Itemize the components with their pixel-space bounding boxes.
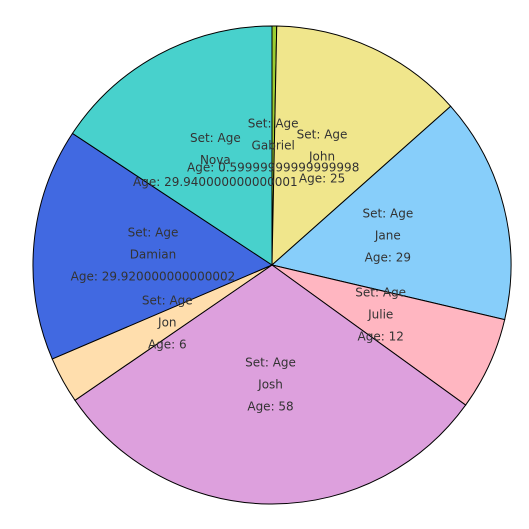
slice-label-damian-line-2: Damian bbox=[130, 247, 177, 261]
slice-label-john-line-1: Set: Age bbox=[297, 127, 348, 141]
slice-label-damian-line-1: Set: Age bbox=[128, 225, 179, 239]
pie-slice-john bbox=[271, 25, 452, 267]
slice-label-jane-line-2: Jane bbox=[374, 229, 401, 243]
slice-label-nova-line-1: Set: Age bbox=[190, 131, 241, 145]
slice-label-julie-line-1: Set: Age bbox=[355, 286, 406, 300]
slice-label-jon-line-1: Set: Age bbox=[142, 294, 193, 308]
slice-label-damian-line-3: Age: 29.920000000000002 bbox=[71, 269, 236, 283]
slice-label-jane-line-1: Set: Age bbox=[362, 207, 413, 221]
pie-slice-damian bbox=[32, 132, 274, 360]
slice-label-julie-line-3: Age: 12 bbox=[358, 330, 404, 344]
slice-label-josh-line-3: Age: 58 bbox=[247, 399, 293, 413]
slice-label-nova-line-3: Age: 29.940000000000001 bbox=[133, 175, 298, 189]
slice-label-gabriel-line-3: Age: 0.59999999999999998 bbox=[187, 161, 359, 175]
slice-label-john-line-2: John bbox=[308, 149, 335, 163]
slice-label-jon-line-2: Jon bbox=[157, 316, 177, 330]
slice-label-julie-line-2: Julie bbox=[367, 308, 393, 322]
slice-label-gabriel-line-1: Set: Age bbox=[248, 117, 299, 131]
slice-label-nova-line-2: Nova bbox=[200, 153, 231, 167]
slice-label-josh-line-2: Josh bbox=[257, 377, 283, 391]
pie-slice-nova bbox=[71, 25, 273, 266]
slice-label-gabriel-line-2: Gabriel bbox=[252, 139, 295, 153]
pie-slices bbox=[32, 25, 512, 505]
slice-label-jon-line-3: Age: 6 bbox=[148, 338, 187, 352]
slice-label-josh-line-1: Set: Age bbox=[245, 355, 296, 369]
slice-label-jane-line-3: Age: 29 bbox=[365, 251, 411, 265]
pie-slice-josh bbox=[74, 264, 467, 505]
pie-slice-jane bbox=[270, 105, 512, 321]
slice-label-john-line-3: Age: 25 bbox=[299, 171, 345, 185]
